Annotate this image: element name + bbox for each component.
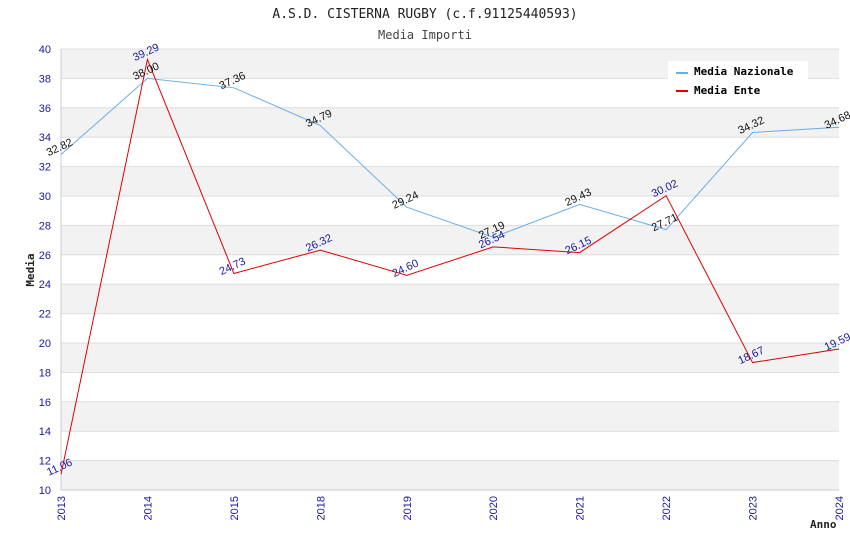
y-tick-label: 14 — [39, 426, 51, 438]
plot-band — [61, 431, 839, 461]
x-tick-label: 2018 — [315, 496, 327, 520]
plot-band — [61, 196, 839, 226]
plot-band — [61, 372, 839, 402]
series-line-media-ente — [60, 57, 840, 475]
x-tick-label: 2015 — [229, 496, 241, 520]
legend: Media Nazionale Media Ente — [668, 61, 808, 101]
y-tick-label: 10 — [39, 485, 51, 497]
x-tick-label: 2019 — [402, 496, 414, 520]
x-axis-label: Anno — [810, 518, 837, 531]
plot-band — [61, 460, 839, 490]
y-tick-label: 20 — [39, 338, 51, 350]
plot-background-bands — [61, 49, 839, 490]
series-line-media-nazionale — [60, 77, 840, 238]
x-tick-label: 2013 — [56, 496, 68, 520]
y-tick-label: 18 — [39, 367, 51, 379]
plot-band — [61, 313, 839, 343]
y-tick-label: 30 — [39, 191, 51, 203]
x-tick-label: 2022 — [661, 496, 673, 520]
y-tick-label: 28 — [39, 220, 51, 232]
plot-band — [61, 343, 839, 373]
plot-band — [61, 107, 839, 138]
y-tick-label: 40 — [39, 44, 51, 56]
plot-band — [61, 254, 839, 285]
x-tick-label: 2020 — [488, 496, 500, 520]
plot-band — [61, 166, 839, 196]
plot-band — [61, 284, 839, 314]
y-axis-label: Media — [24, 253, 37, 286]
y-tick-label: 34 — [39, 132, 51, 144]
chart-title: A.S.D. CISTERNA RUGBY (c.f.91125440593) — [272, 7, 577, 22]
plot-band — [61, 225, 839, 255]
y-tick-label: 12 — [39, 456, 51, 468]
y-tick-label: 32 — [39, 162, 51, 174]
y-tick-label: 16 — [39, 397, 51, 409]
y-tick-label: 38 — [39, 73, 51, 85]
x-tick-label: 2014 — [142, 496, 154, 520]
plot-band — [61, 401, 839, 432]
legend-label-media-nazionale: Media Nazionale — [694, 65, 794, 78]
y-tick-label: 36 — [39, 103, 51, 115]
legend-label-media-ente: Media Ente — [694, 84, 761, 97]
y-tick-label: 22 — [39, 309, 51, 321]
legend-box — [668, 61, 808, 101]
x-axis-ticks: 2013 2014 2015 2018 2019 2020 2021 2022 2023 2024 — [56, 496, 846, 520]
y-tick-label: 24 — [39, 279, 51, 291]
x-tick-label: 2024 — [834, 496, 846, 520]
chart-subtitle: Media Importi — [378, 28, 472, 42]
y-tick-label: 26 — [39, 250, 51, 262]
plot-band — [61, 137, 839, 167]
x-tick-label: 2023 — [748, 496, 760, 520]
series-lines — [60, 57, 840, 475]
x-tick-label: 2021 — [575, 496, 587, 520]
grid-lines — [61, 48, 839, 491]
y-axis-ticks: 10 12 14 16 18 20 22 24 26 28 30 32 34 36 38 40 — [39, 44, 51, 497]
